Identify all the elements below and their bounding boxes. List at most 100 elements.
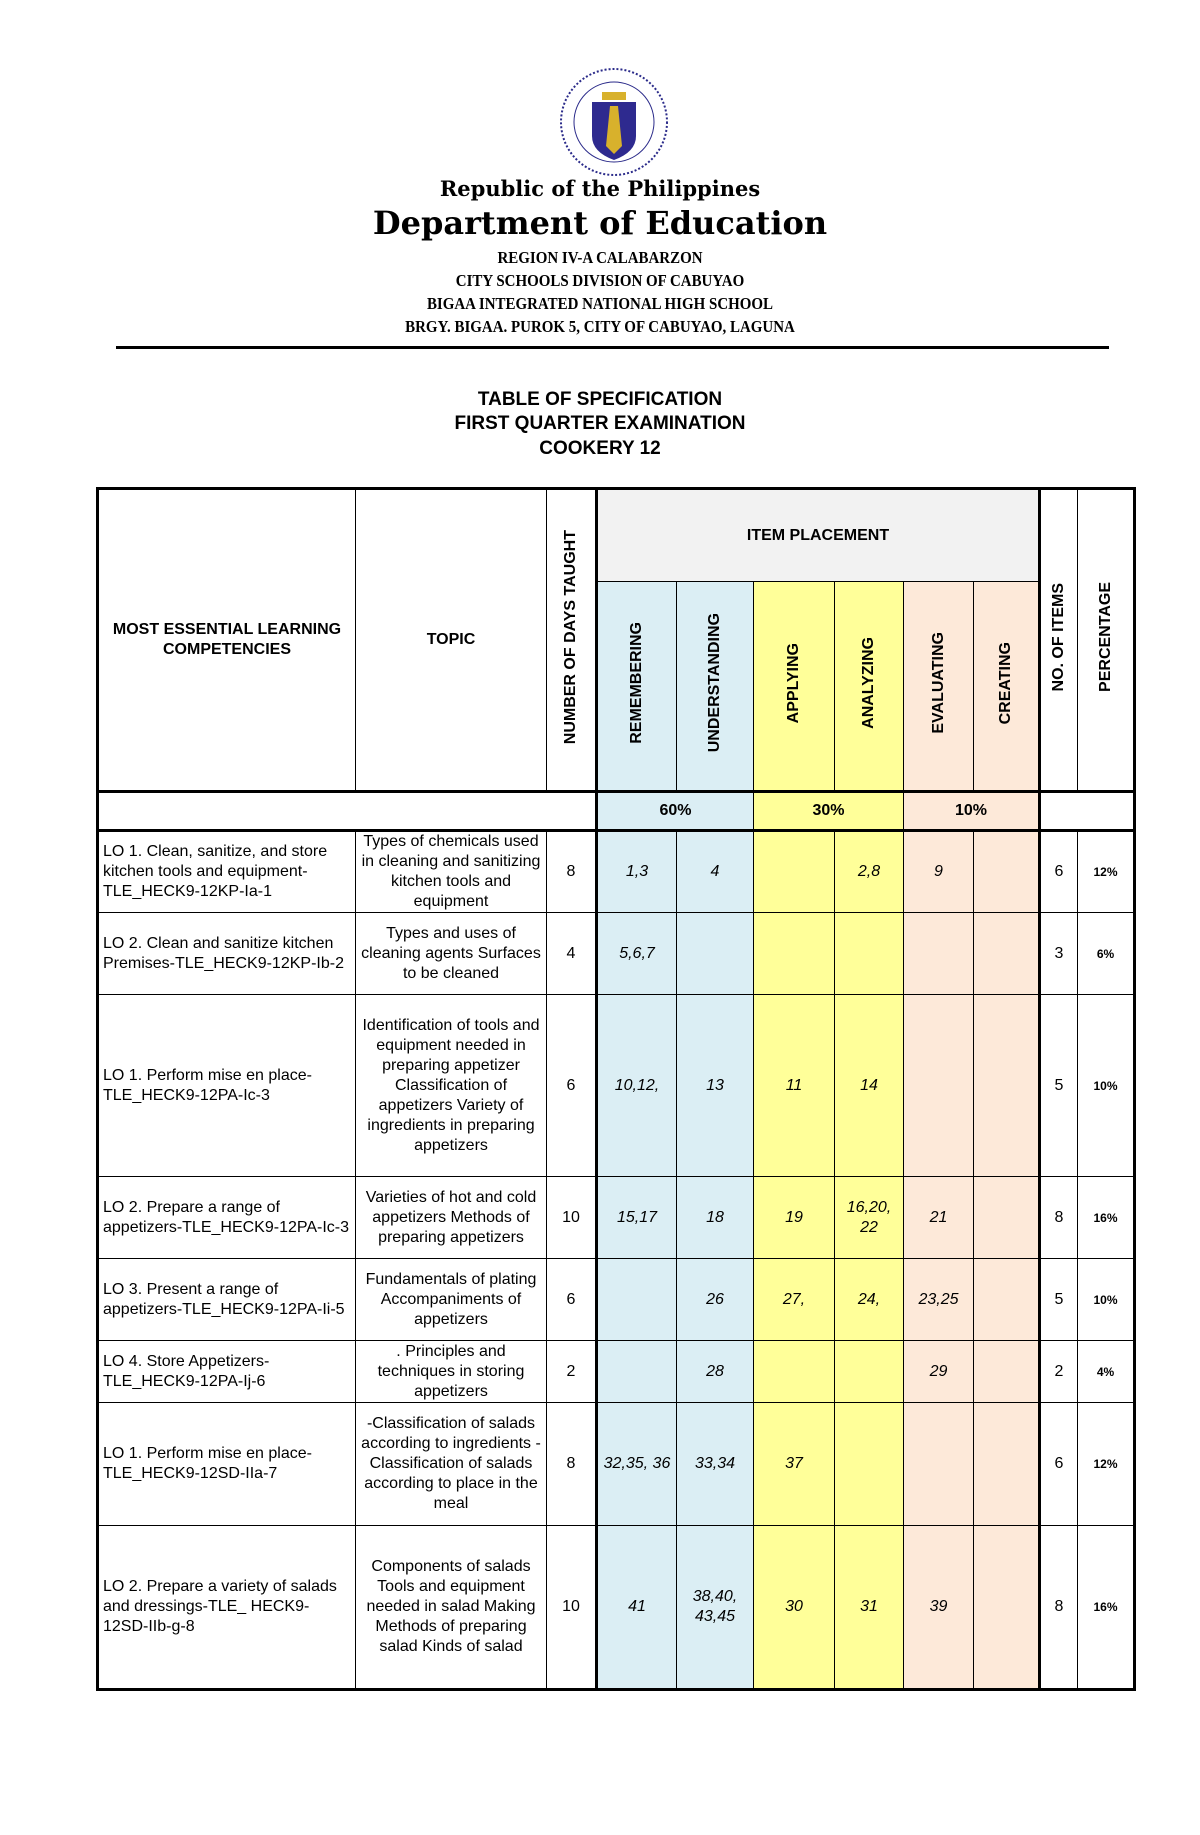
remembering-cell: 10,12, <box>595 994 677 1177</box>
creating-cell <box>973 1176 1040 1259</box>
header-remembering: REMEMBERING <box>595 581 677 792</box>
analyzing-cell: 16,20, 22 <box>834 1176 904 1259</box>
header-items: NO. OF ITEMS <box>1038 488 1078 792</box>
items-cell: 6 <box>1038 830 1078 913</box>
days-cell: 2 <box>546 1340 597 1403</box>
table-row: LO 1. Clean, sanitize, and store kitchen… <box>97 830 1135 913</box>
specification-table: MOST ESSENTIAL LEARNING COMPETENCIES TOP… <box>96 487 1136 1691</box>
percentage-cell: 10% <box>1077 1258 1135 1341</box>
competency-cell: LO 2. Prepare a range of appetizers-TLE_… <box>97 1176 356 1259</box>
evaluating-cell: 29 <box>903 1340 974 1403</box>
table-row: LO 3. Present a range of appetizers-TLE_… <box>97 1258 1135 1341</box>
evaluating-cell: 23,25 <box>903 1258 974 1341</box>
topic-cell: Identification of tools and equipment ne… <box>355 994 547 1177</box>
creating-cell <box>973 1402 1040 1526</box>
analyzing-cell <box>834 1402 904 1526</box>
table-row: LO 2. Prepare a variety of salads and dr… <box>97 1525 1135 1690</box>
header-item-placement: ITEM PLACEMENT <box>595 488 1040 582</box>
topic-cell: Types of chemicals used in cleaning and … <box>355 830 547 913</box>
items-cell: 5 <box>1038 994 1078 1177</box>
understanding-cell <box>676 912 754 995</box>
header-percentage: PERCENTAGE <box>1077 488 1135 792</box>
analyzing-cell: 31 <box>834 1525 904 1690</box>
republic-heading: Republic of the Philippines <box>439 176 761 201</box>
header-creating: CREATING <box>973 581 1040 792</box>
competency-cell: LO 1. Clean, sanitize, and store kitchen… <box>97 830 356 913</box>
header-applying: APPLYING <box>753 581 835 792</box>
items-cell: 8 <box>1038 1525 1078 1690</box>
evaluating-cell <box>903 912 974 995</box>
remembering-cell: 15,17 <box>595 1176 677 1259</box>
table-row: LO 2. Clean and sanitize kitchen Premise… <box>97 912 1135 995</box>
analyzing-cell: 14 <box>834 994 904 1177</box>
remembering-cell: 5,6,7 <box>595 912 677 995</box>
days-cell: 6 <box>546 994 597 1177</box>
division-line: CITY SCHOOLS DIVISION OF CABUYAO <box>455 271 745 290</box>
department-heading: Department of Education <box>372 204 828 242</box>
doc-subject: COOKERY 12 <box>539 438 661 459</box>
percentage-cell: 12% <box>1077 1402 1135 1526</box>
percentage-cell: 16% <box>1077 1176 1135 1259</box>
understanding-cell: 13 <box>676 994 754 1177</box>
header-evaluating: EVALUATING <box>903 581 974 792</box>
table-row: LO 2. Prepare a range of appetizers-TLE_… <box>97 1176 1135 1259</box>
understanding-cell: 4 <box>676 830 754 913</box>
days-cell: 10 <box>546 1525 597 1690</box>
header-competencies: MOST ESSENTIAL LEARNING COMPETENCIES <box>97 488 356 792</box>
evaluating-cell: 39 <box>903 1525 974 1690</box>
topic-cell: -Classification of salads according to i… <box>355 1402 547 1526</box>
remembering-cell: 41 <box>595 1525 677 1690</box>
items-cell: 3 <box>1038 912 1078 995</box>
header-days: NUMBER OF DAYS TAUGHT <box>546 488 597 792</box>
competency-cell: LO 1. Perform mise en place-TLE_HECK9-12… <box>97 1402 356 1526</box>
weights-blank <box>97 791 597 831</box>
competency-cell: LO 1. Perform mise en place-TLE_HECK9-12… <box>97 994 356 1177</box>
days-cell: 10 <box>546 1176 597 1259</box>
evaluating-cell <box>903 1402 974 1526</box>
header-understanding: UNDERSTANDING <box>676 581 754 792</box>
remembering-cell: 1,3 <box>595 830 677 913</box>
percentage-cell: 10% <box>1077 994 1135 1177</box>
creating-cell <box>973 1258 1040 1341</box>
applying-cell: 37 <box>753 1402 835 1526</box>
understanding-cell: 38,40, 43,45 <box>676 1525 754 1690</box>
analyzing-cell: 2,8 <box>834 830 904 913</box>
remembering-cell <box>595 1340 677 1403</box>
topic-cell: Fundamentals of plating Accompaniments o… <box>355 1258 547 1341</box>
remembering-cell <box>595 1258 677 1341</box>
table-row: LO 4. Store Appetizers-TLE_HECK9-12PA-Ij… <box>97 1340 1135 1403</box>
evaluating-cell <box>903 994 974 1177</box>
school-line: BIGAA INTEGRATED NATIONAL HIGH SCHOOL <box>426 294 774 313</box>
analyzing-cell <box>834 1340 904 1403</box>
percentage-cell: 4% <box>1077 1340 1135 1403</box>
remembering-cell: 32,35, 36 <box>595 1402 677 1526</box>
percentage-cell: 16% <box>1077 1525 1135 1690</box>
understanding-cell: 26 <box>676 1258 754 1341</box>
topic-cell: Types and uses of cleaning agents Surfac… <box>355 912 547 995</box>
weight-higher: 10% <box>903 791 1040 831</box>
deped-seal-logo <box>560 68 668 176</box>
percentage-cell: 6% <box>1077 912 1135 995</box>
weight-lower: 60% <box>595 791 754 831</box>
header-divider <box>116 346 1109 349</box>
table-row: LO 1. Perform mise en place-TLE_HECK9-12… <box>97 994 1135 1177</box>
days-cell: 4 <box>546 912 597 995</box>
creating-cell <box>973 1340 1040 1403</box>
weights-blank-right <box>1038 791 1135 831</box>
items-cell: 5 <box>1038 1258 1078 1341</box>
understanding-cell: 28 <box>676 1340 754 1403</box>
applying-cell: 19 <box>753 1176 835 1259</box>
percentage-cell: 12% <box>1077 830 1135 913</box>
items-cell: 2 <box>1038 1340 1078 1403</box>
days-cell: 8 <box>546 830 597 913</box>
doc-subtitle: FIRST QUARTER EXAMINATION <box>454 413 746 434</box>
understanding-cell: 18 <box>676 1176 754 1259</box>
understanding-cell: 33,34 <box>676 1402 754 1526</box>
creating-cell <box>973 1525 1040 1690</box>
creating-cell <box>973 912 1040 995</box>
weight-middle: 30% <box>753 791 904 831</box>
applying-cell: 30 <box>753 1525 835 1690</box>
header-analyzing: ANALYZING <box>834 581 904 792</box>
analyzing-cell: 24, <box>834 1258 904 1341</box>
